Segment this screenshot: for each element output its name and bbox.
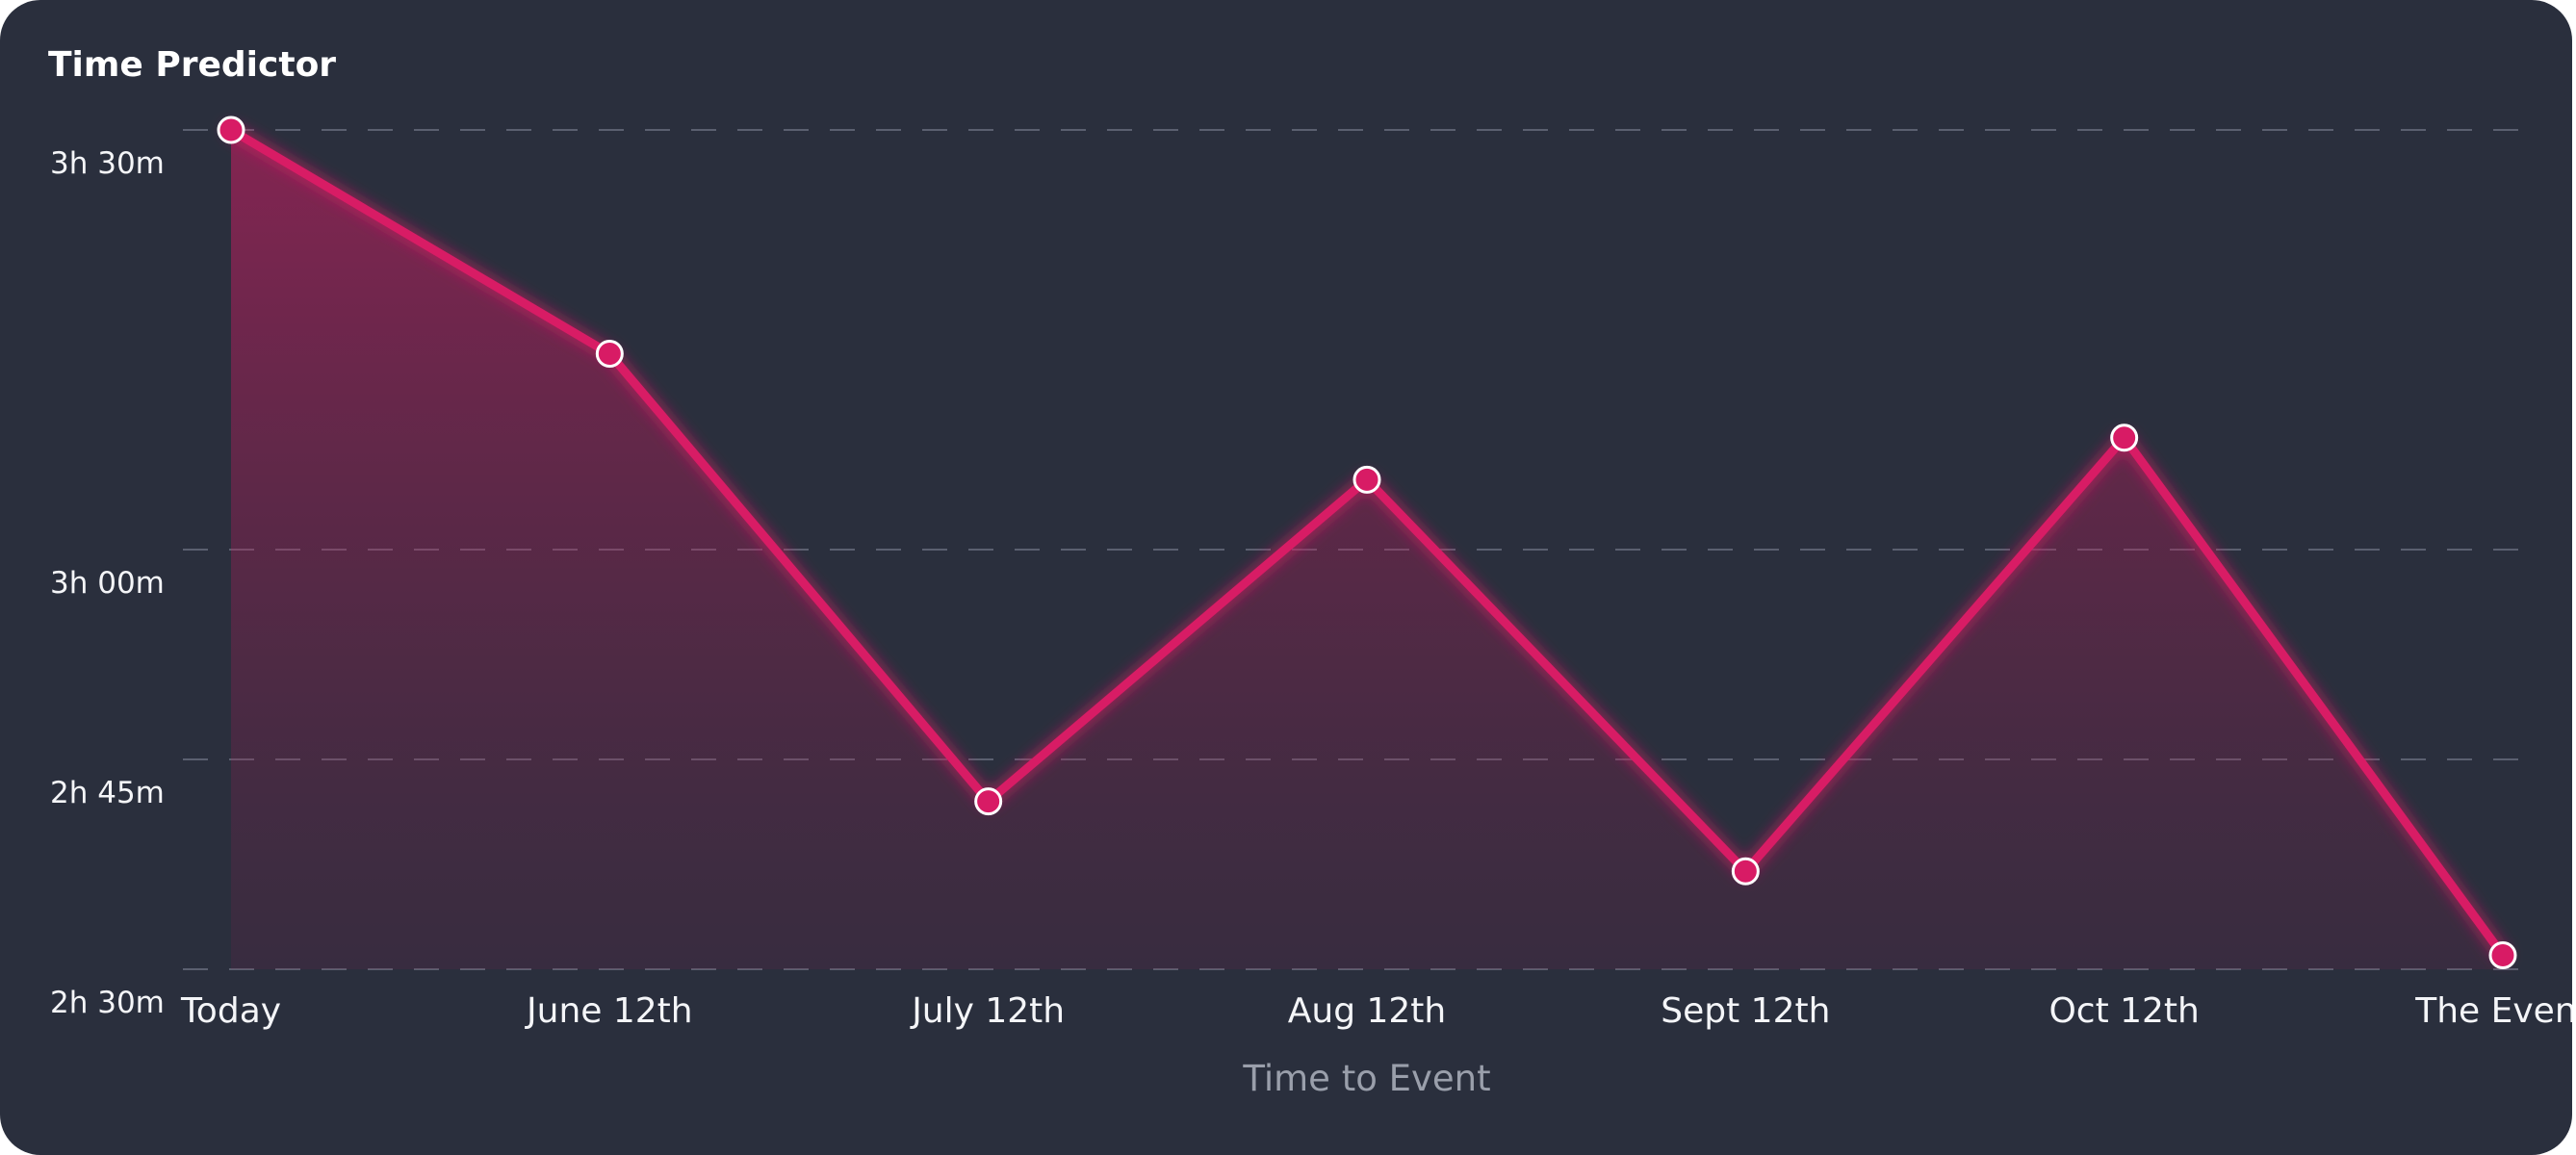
y-tick-label-1: 2h 45m bbox=[50, 776, 165, 810]
y-tick-label-0: 2h 30m bbox=[50, 986, 165, 1020]
series-area bbox=[231, 130, 2503, 969]
x-axis-title: Time to Event bbox=[1242, 1058, 1490, 1099]
data-point-3[interactable] bbox=[1352, 465, 1381, 494]
data-point-4[interactable] bbox=[1731, 857, 1760, 886]
y-tick-label-3: 3h 30m bbox=[50, 146, 165, 181]
y-tick-label-2: 3h 00m bbox=[50, 566, 165, 601]
data-point-5[interactable] bbox=[2110, 424, 2139, 452]
data-point-1[interactable] bbox=[595, 340, 624, 369]
x-axis: Today June 12th July 12th Aug 12th Sept 12th… bbox=[180, 991, 2572, 1031]
x-tick-label-1: June 12th bbox=[525, 991, 693, 1031]
y-axis: 2h 30m 2h 45m 3h 00m 3h 30m bbox=[50, 146, 165, 1020]
x-tick-label-0: Today bbox=[180, 991, 281, 1031]
chart-title: Time Predictor bbox=[48, 45, 337, 85]
x-tick-label-2: July 12th bbox=[910, 991, 1065, 1031]
area-series bbox=[231, 130, 2503, 969]
data-point-2[interactable] bbox=[974, 787, 1003, 816]
x-tick-label-4: Sept 12th bbox=[1661, 991, 1830, 1031]
data-points bbox=[217, 116, 2517, 969]
data-point-6[interactable] bbox=[2488, 940, 2517, 969]
data-point-0[interactable] bbox=[217, 116, 245, 144]
x-tick-label-6: The Event bbox=[2414, 991, 2572, 1031]
x-tick-label-3: Aug 12th bbox=[1288, 991, 1446, 1031]
x-tick-label-5: Oct 12th bbox=[2048, 991, 2199, 1031]
